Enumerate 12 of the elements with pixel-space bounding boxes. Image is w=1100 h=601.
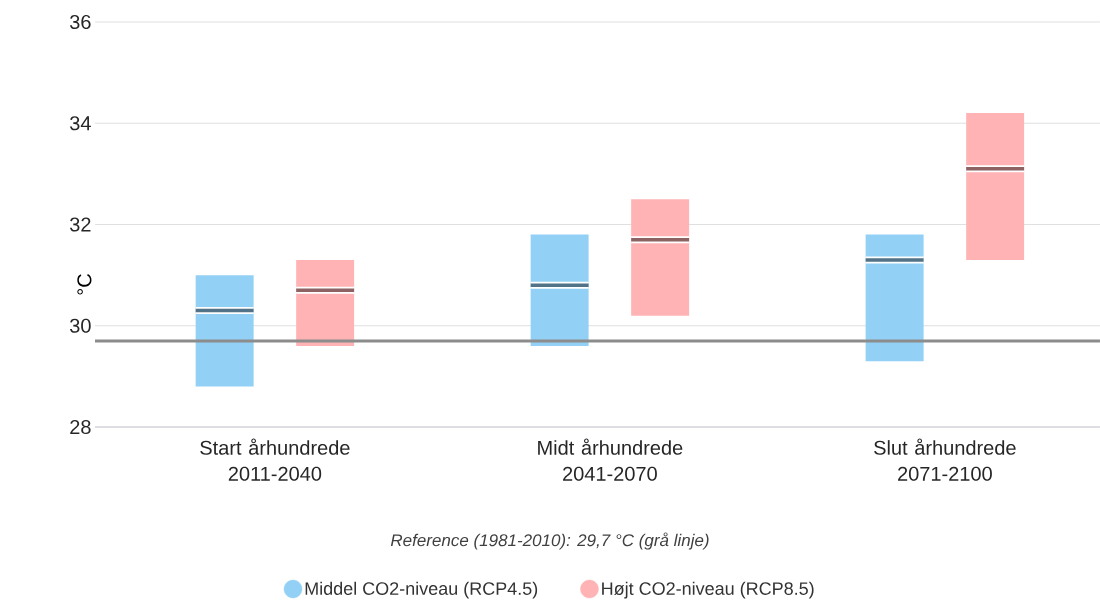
y-tick-label: 34 [70, 116, 91, 131]
x-tick-label: Midt århundrede 2041-2070 [538, 438, 683, 481]
x-tick-label: Start århundrede 2011-2040 [200, 438, 350, 481]
y-tick-label: 32 [70, 217, 91, 232]
y-tick-label: 36 [70, 14, 91, 30]
text: Reference (1981-2010): 29,7 °C (grå linje) [390, 532, 709, 550]
x-tick-label: Slut århundrede 2071-2100 [874, 438, 1016, 481]
legend-label: Middel CO2-niveau (RCP4.5) [305, 581, 538, 599]
y-axis-title: °C [77, 274, 92, 295]
y-tick-label: 28 [70, 419, 91, 435]
y-tick-label: 30 [70, 318, 91, 333]
legend-label: Højt CO2-niveau (RCP8.5) [602, 581, 814, 599]
